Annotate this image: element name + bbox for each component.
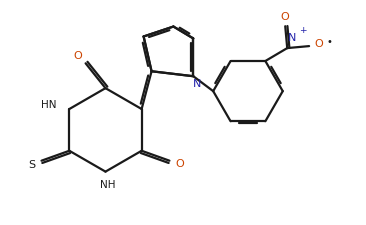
Text: NH: NH [100,180,115,189]
Text: O: O [315,39,324,49]
Text: O: O [175,159,184,169]
Text: O: O [73,51,82,61]
Text: +: + [299,26,307,35]
Text: O: O [281,12,290,22]
Text: N: N [288,33,296,43]
Text: N: N [193,79,201,89]
Text: •: • [326,37,332,47]
Text: S: S [28,160,35,170]
Text: HN: HN [41,100,56,110]
